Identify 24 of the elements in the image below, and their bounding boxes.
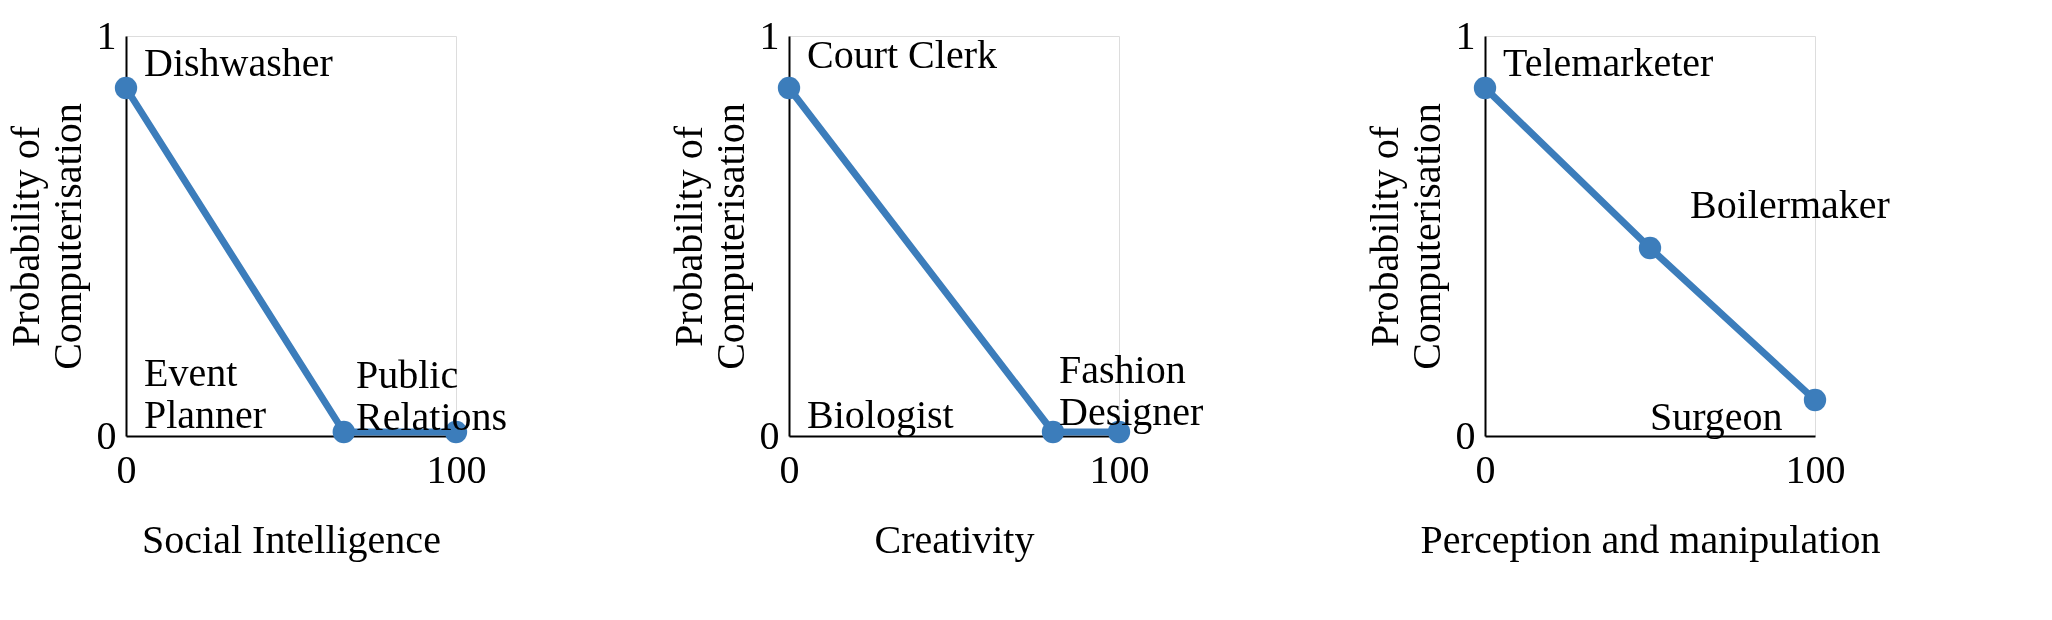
- x-tick-label: 100: [426, 446, 487, 492]
- annotation: Public Relations: [356, 352, 508, 439]
- y-axis-title: Probability of Computerisation: [2, 103, 90, 370]
- annotation: Event Planner: [144, 350, 267, 437]
- annotation: Biologist: [807, 392, 954, 437]
- annotation: Dishwasher: [144, 40, 333, 85]
- annotation: Telemarketer: [1503, 40, 1714, 85]
- x-tick-label: 100: [1785, 446, 1846, 492]
- y-tick-label: 1: [96, 12, 117, 58]
- point: [1638, 236, 1662, 260]
- annotation: Fashion Designer: [1059, 347, 1204, 434]
- point: [1473, 76, 1497, 100]
- x-axis-title: Creativity: [874, 516, 1035, 562]
- x-axis-title: Perception and manipulation: [1420, 516, 1881, 562]
- point: [1803, 388, 1827, 412]
- y-tick-label: 1: [759, 12, 780, 58]
- annotation: Court Clerk: [807, 32, 997, 77]
- annotation: Surgeon: [1650, 394, 1783, 439]
- y-axis-title: Probability of Computerisation: [665, 103, 753, 370]
- x-tick-label: 100: [1089, 446, 1150, 492]
- x-axis-title: Social Intelligence: [142, 516, 441, 562]
- annotation: Boilermaker: [1690, 182, 1890, 227]
- y-axis-title: Probability of Computerisation: [1361, 103, 1449, 370]
- y-tick-label: 1: [1455, 12, 1476, 58]
